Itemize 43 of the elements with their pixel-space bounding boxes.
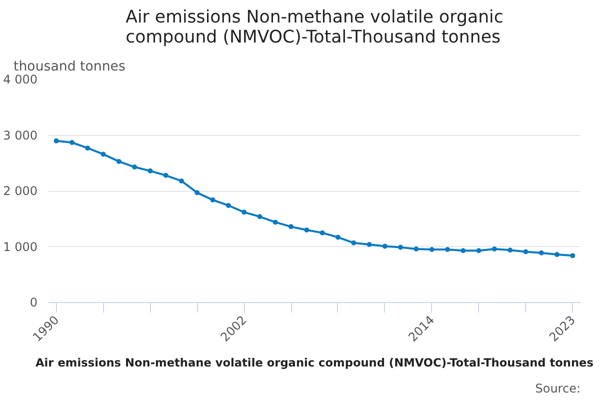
point	[554, 252, 560, 258]
point	[226, 203, 231, 208]
point	[351, 240, 356, 246]
point	[492, 246, 497, 252]
point	[54, 138, 59, 144]
point	[257, 214, 262, 220]
source-note: Source:	[535, 382, 581, 396]
point	[429, 247, 434, 252]
point	[272, 220, 278, 225]
y-tick-label: 4 000	[3, 72, 38, 86]
point	[148, 168, 153, 174]
point	[242, 210, 247, 215]
y-axis-title: thousand tonnes	[14, 60, 126, 74]
point	[288, 224, 294, 230]
point	[179, 178, 184, 184]
point	[85, 146, 90, 151]
point	[163, 172, 168, 178]
point	[445, 247, 450, 252]
point	[570, 253, 576, 258]
point	[508, 248, 513, 253]
point	[132, 164, 138, 170]
point	[210, 197, 216, 202]
y-tick-label: 2 000	[3, 184, 38, 198]
y-tick-label: 1 000	[3, 240, 38, 254]
point	[382, 244, 388, 249]
y-tick-label: 3 000	[3, 128, 38, 142]
point	[304, 228, 310, 233]
point	[194, 190, 200, 196]
point	[69, 140, 74, 145]
point	[460, 248, 466, 254]
point	[320, 230, 325, 236]
chart-title: Air emissions Non-methane volatile organic compound (NMVOC)-Total-Thousand tonnes	[126, 8, 504, 48]
point	[116, 158, 122, 164]
point	[100, 152, 106, 157]
point	[538, 250, 544, 256]
text: Air emissions Non-methane volatile organic compound (NMVOC)-Total-Thousand tonnes	[36, 356, 594, 370]
point	[335, 234, 340, 240]
y-tick-label: 0	[30, 296, 38, 310]
point	[476, 248, 482, 254]
point	[523, 249, 528, 254]
point	[414, 246, 419, 252]
point	[398, 244, 404, 250]
point	[366, 242, 372, 248]
